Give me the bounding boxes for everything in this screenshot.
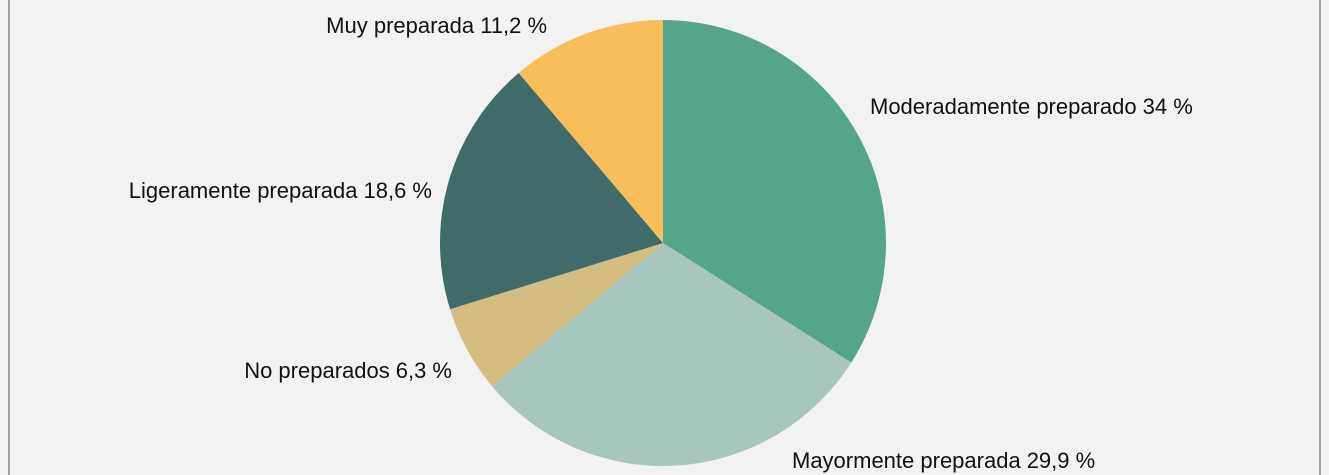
pie-slice [518,20,663,243]
category-name: Moderadamente preparado [870,94,1137,119]
slice-label: Ligeramente preparada 18,6 % [129,178,432,203]
slice-label: Muy preparada 11,2 % [326,13,547,38]
category-name: Ligeramente preparada [129,178,358,203]
value-label: 6,3 % [396,358,452,383]
category-name: No preparados [244,358,390,383]
slice-label: Mayormente preparada 29,9 % [792,448,1095,473]
pie-slice [492,243,852,467]
value-label: 29,9 % [1027,448,1096,473]
slice-label: No preparados 6,3 % [244,358,452,383]
pie-slice [439,72,663,310]
value-label: 11,2 % [480,13,547,38]
category-name: Mayormente preparada [792,448,1021,473]
value-label: 34 % [1143,94,1193,119]
category-name: Muy preparada [326,13,475,38]
value-label: 18,6 % [364,178,433,203]
pie-slice [450,243,663,387]
slice-label: Moderadamente preparado 34 % [870,94,1193,119]
pie-slice [663,20,887,363]
